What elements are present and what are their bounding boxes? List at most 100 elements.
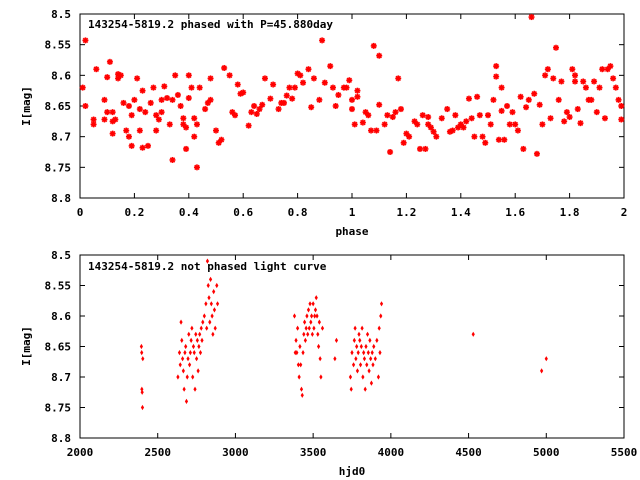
data-point (375, 337, 379, 343)
data-point (259, 101, 266, 108)
data-point (82, 37, 89, 44)
data-point (187, 362, 192, 368)
data-point (490, 96, 497, 103)
data-point (414, 121, 421, 128)
data-point (427, 124, 434, 131)
data-point (485, 112, 491, 119)
data-point (362, 350, 366, 356)
data-point (536, 101, 543, 108)
data-point (353, 325, 357, 331)
data-point (270, 81, 277, 88)
data-point (296, 362, 300, 368)
data-point (193, 164, 200, 171)
data-point (378, 350, 382, 356)
data-point (438, 115, 445, 122)
data-point (376, 374, 381, 380)
data-point (476, 112, 483, 119)
data-point (181, 368, 185, 374)
data-point (351, 121, 358, 128)
data-point (355, 343, 359, 350)
data-point (370, 350, 374, 356)
data-point (425, 121, 432, 128)
data-point (506, 121, 513, 128)
y-tick-label: 8.6 (51, 310, 71, 323)
data-point (261, 75, 268, 82)
data-point (136, 127, 143, 134)
data-point (358, 362, 363, 368)
data-point (618, 116, 625, 123)
data-point (471, 133, 478, 140)
data-point (191, 374, 195, 380)
data-point (348, 374, 353, 380)
data-point (365, 362, 369, 368)
data-point (320, 325, 325, 331)
data-point (302, 331, 306, 337)
data-points (139, 258, 548, 411)
data-point (356, 350, 360, 356)
data-point (180, 337, 184, 343)
data-point (369, 380, 374, 386)
y-tick-label: 8.55 (45, 39, 72, 52)
data-point (193, 121, 200, 128)
data-point (140, 389, 144, 395)
y-tick-labels: 8.5 8.55 8.6 8.65 8.7 8.75 8.8 (45, 8, 72, 205)
data-point (202, 106, 209, 113)
data-point (361, 374, 365, 380)
data-point (201, 319, 205, 325)
data-point (318, 356, 322, 362)
y-tick-label: 8.7 (51, 371, 71, 384)
data-point (164, 95, 171, 102)
data-point (379, 301, 384, 307)
data-point (358, 337, 362, 343)
data-point (487, 121, 494, 128)
data-point (539, 121, 546, 128)
x-tick-label: 4000 (378, 446, 405, 459)
x-tick-label: 1.6 (505, 206, 525, 219)
data-point (417, 145, 423, 152)
y-tick-label: 8.8 (51, 192, 71, 205)
data-point (183, 350, 187, 356)
data-point (187, 331, 191, 337)
data-point (281, 99, 287, 106)
tick-marks (79, 254, 625, 439)
data-point (376, 101, 383, 108)
data-point (301, 350, 305, 356)
data-point (563, 109, 570, 116)
data-point (101, 96, 108, 103)
data-point (134, 75, 141, 82)
data-point (498, 84, 505, 91)
data-point (189, 337, 193, 343)
data-point (140, 350, 144, 356)
data-point (501, 136, 508, 143)
data-point (208, 276, 213, 282)
data-point (172, 72, 179, 79)
x-tick-label: 5000 (533, 446, 560, 459)
plot-frame (79, 254, 625, 439)
data-point (245, 122, 252, 129)
data-point (147, 99, 154, 106)
data-point (141, 356, 145, 362)
data-point (180, 115, 187, 122)
data-point (311, 301, 315, 307)
data-point (364, 343, 368, 350)
data-point (101, 116, 108, 123)
data-point (169, 96, 176, 103)
data-point (115, 75, 122, 82)
data-point (310, 75, 317, 82)
data-point (196, 84, 203, 91)
data-point (212, 307, 217, 313)
data-point (601, 115, 608, 122)
data-point (308, 301, 312, 307)
data-point (310, 331, 314, 337)
data-point (596, 84, 603, 91)
data-point (185, 72, 192, 79)
data-point (363, 386, 367, 392)
data-point (327, 63, 334, 70)
data-point (359, 119, 366, 126)
data-point (139, 87, 146, 94)
data-point (465, 95, 472, 102)
data-point (425, 114, 432, 121)
data-point (139, 144, 146, 151)
data-point (296, 325, 300, 331)
data-point (294, 337, 298, 343)
